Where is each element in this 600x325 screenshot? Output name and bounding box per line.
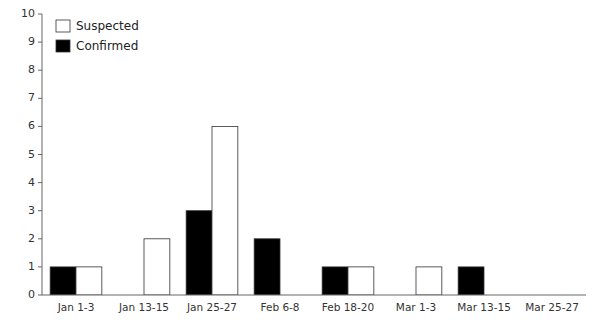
x-tick-label: Mar 1-3 [396, 301, 436, 313]
y-tick-label: 10 [21, 7, 35, 20]
bar [416, 267, 442, 295]
x-axis-line [42, 295, 586, 296]
x-tick-label: Feb 18-20 [322, 301, 374, 313]
bar [254, 239, 280, 295]
bar [144, 239, 170, 295]
y-tick-label: 7 [28, 91, 35, 104]
x-tick-label: Jan 1-3 [57, 301, 95, 313]
y-tick [38, 266, 42, 267]
bar [212, 126, 238, 295]
y-tick-label: 1 [28, 260, 35, 273]
legend-label: Suspected [76, 19, 139, 33]
bar [322, 267, 348, 295]
y-tick-label: 4 [28, 176, 35, 189]
x-tick-label: Feb 6-8 [260, 301, 299, 313]
y-tick [38, 182, 42, 183]
x-tick-label: Jan 13-15 [118, 301, 169, 313]
bars [50, 126, 484, 295]
x-tick-label: Mar 25-27 [525, 301, 579, 313]
y-tick [38, 14, 42, 15]
y-tick [38, 98, 42, 99]
bar [50, 267, 76, 295]
y-tick-label: 0 [28, 288, 35, 301]
y-tick [38, 210, 42, 211]
y-tick [38, 42, 42, 43]
y-tick-label: 8 [28, 63, 35, 76]
y-tick-label: 2 [28, 232, 35, 245]
y-tick [38, 154, 42, 155]
legend: Suspected Confirmed [56, 19, 139, 53]
y-tick-label: 3 [28, 204, 35, 217]
y-tick [38, 295, 42, 296]
chart: 0 1 2 3 4 5 6 7 8 9 10 Jan 1-3 Jan 13-15 Jan 25-27 Feb… [0, 0, 600, 325]
y-tick-label: 9 [28, 35, 35, 48]
y-tick-label: 6 [28, 119, 35, 132]
x-tick-label: Mar 13-15 [457, 301, 511, 313]
y-tick [38, 70, 42, 71]
bar [76, 267, 102, 295]
y-tick [38, 238, 42, 239]
legend-swatch [56, 20, 70, 32]
y-tick [38, 126, 42, 127]
bar [348, 267, 374, 295]
legend-label: Confirmed [76, 39, 138, 53]
y-tick-label: 5 [28, 148, 35, 161]
bar [458, 267, 484, 295]
x-tick-label: Jan 25-27 [186, 301, 237, 313]
bar [186, 211, 212, 295]
legend-swatch [56, 40, 70, 52]
